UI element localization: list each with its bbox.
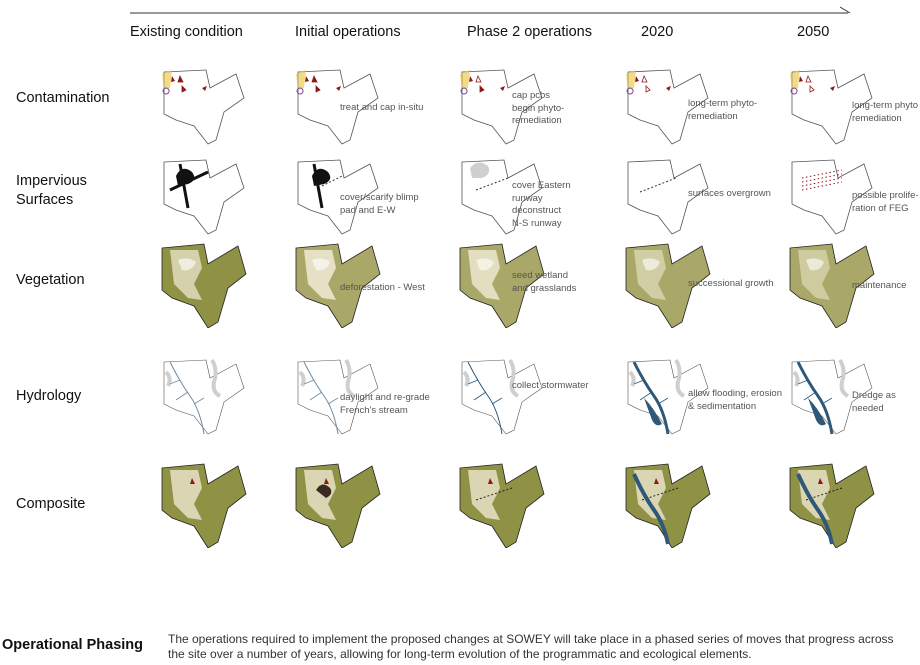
row-heading-hydrology: Hydrology [16, 388, 82, 404]
map-composite-3 [622, 460, 714, 549]
map-hydrology-0 [158, 350, 250, 438]
map-composite-1 [292, 460, 384, 549]
phase-note: possible prolife- ration of FEG [852, 190, 919, 214]
map-vegetation-0 [158, 240, 250, 329]
map-impervious-3 [622, 150, 714, 238]
map-hydrology-3 [622, 350, 714, 438]
map-hydrology-1 [292, 350, 384, 438]
footer-description: The operations required to implement the… [168, 632, 894, 661]
row-heading-vegetation: Vegetation [16, 272, 85, 288]
map-impervious-1 [292, 150, 384, 238]
phase-note: cover Eastern runway deconstruct N-S run… [512, 180, 571, 229]
phase-note: allow flooding, erosion & sedimentation [688, 388, 783, 412]
column-heading: Initial operations [295, 24, 401, 40]
map-contamination-4 [786, 60, 878, 148]
map-contamination-1 [292, 60, 384, 148]
map-hydrology-2 [456, 350, 548, 438]
map-vegetation-1 [292, 240, 384, 329]
map-impervious-4 [786, 150, 878, 238]
phase-note: Dredge as needed [852, 390, 896, 414]
row-heading-composite: Composite [16, 496, 86, 512]
phase-note: successional growth [688, 278, 774, 289]
row-heading-contamination: Contamination [16, 90, 110, 106]
column-heading: Phase 2 operations [467, 24, 592, 40]
phase-note: deforestation - West [340, 282, 425, 293]
phase-note: collect stormwater [512, 380, 589, 391]
column-heading: 2050 [797, 24, 830, 40]
phase-note: cover/scarify blimp pad and E-W [340, 192, 419, 216]
map-impervious-0 [158, 150, 250, 238]
map-composite-0 [158, 460, 250, 549]
map-impervious-2 [456, 150, 548, 238]
map-vegetation-3 [622, 240, 714, 329]
phase-note: long-term phyto- remediation [688, 98, 758, 122]
map-contamination-0 [158, 60, 250, 148]
phase-note: surfaces overgrown [688, 188, 771, 199]
map-contamination-2 [456, 60, 548, 148]
map-composite-2 [456, 460, 548, 549]
timeline-arrow [130, 6, 851, 14]
phase-note: seed wetland and grasslands [512, 270, 577, 294]
column-heading: Existing condition [130, 24, 243, 40]
column-heading: 2020 [641, 24, 674, 40]
map-vegetation-4 [786, 240, 878, 329]
map-hydrology-4 [786, 350, 878, 438]
phase-note: cap pcbs begin phyto- remediation [512, 90, 565, 126]
phase-note: treat and cap in-situ [340, 102, 424, 113]
row-heading-impervious: Impervious Surfaces [16, 173, 87, 208]
map-vegetation-2 [456, 240, 548, 329]
phase-note: long-term phyto remediation [852, 100, 919, 124]
phase-note: daylight and re-grade French's stream [340, 392, 430, 416]
phase-note: maintenance [852, 280, 907, 291]
footer-title: Operational Phasing [2, 637, 143, 653]
map-contamination-3 [622, 60, 714, 148]
map-composite-4 [786, 460, 878, 549]
